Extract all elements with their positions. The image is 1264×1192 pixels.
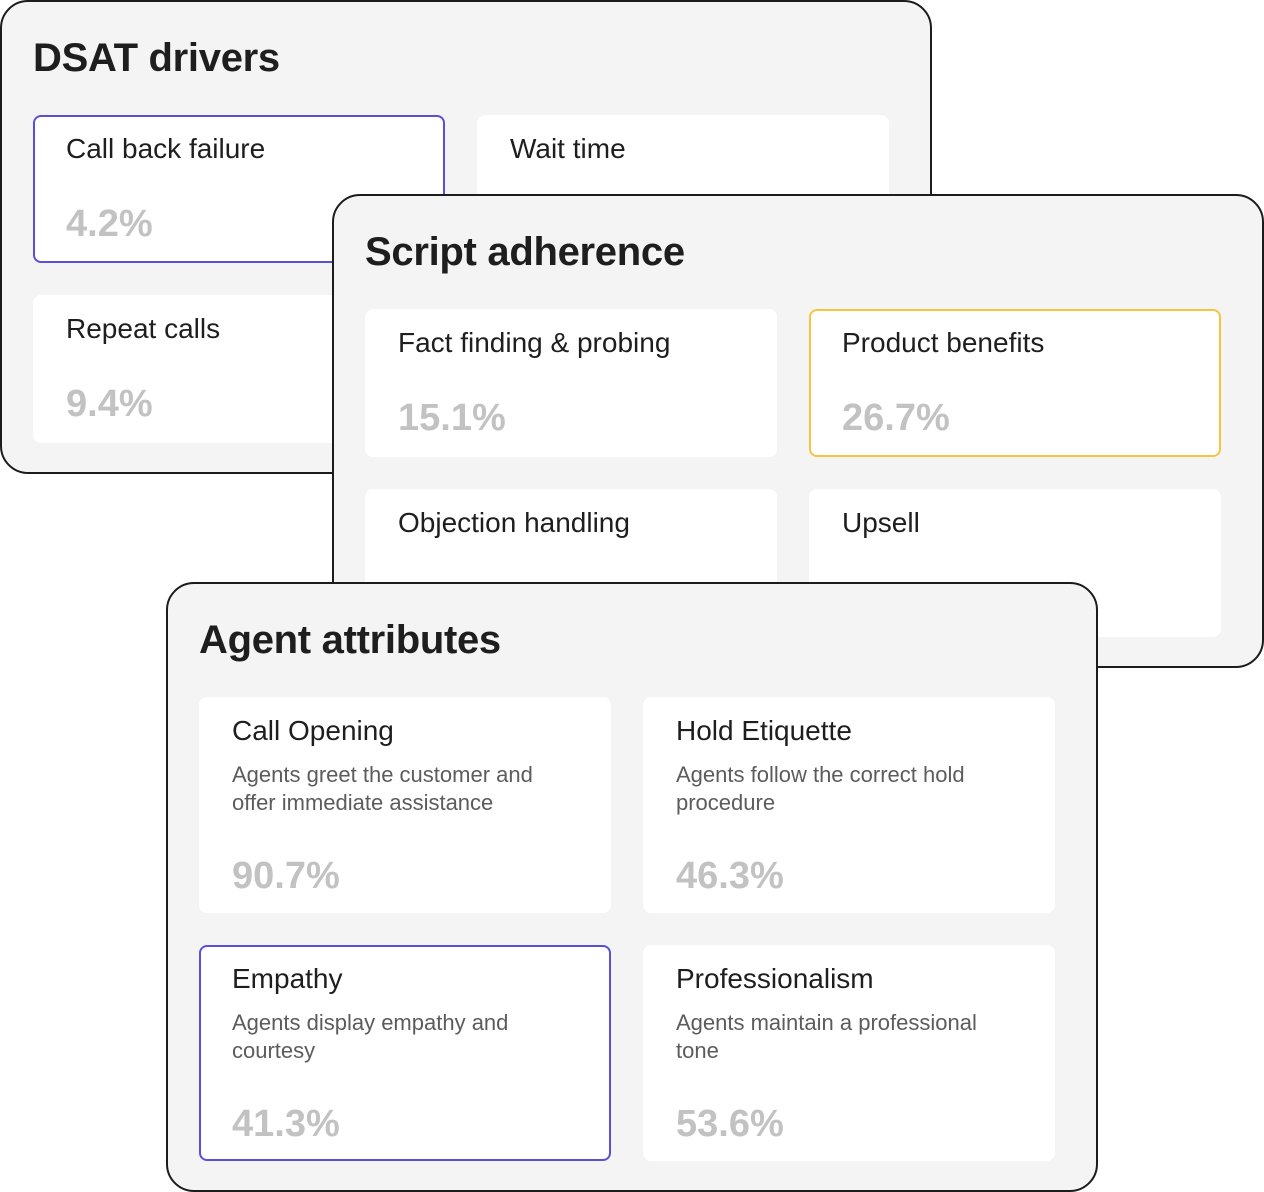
card-value: 90.7% — [232, 855, 340, 897]
metric-card-product-benefits[interactable]: Product benefits 26.7% — [809, 309, 1221, 457]
agent-attributes-panel: Agent attributes Call Opening Agents gre… — [166, 582, 1098, 1192]
panel-title: Agent attributes — [199, 618, 501, 662]
card-description: Agents greet the customer and offer imme… — [232, 762, 533, 815]
card-description: Agents follow the correct hold procedure — [676, 762, 965, 815]
card-value: 4.2% — [66, 203, 153, 245]
panel-title: Script adherence — [365, 230, 685, 274]
card-title: Hold Etiquette — [676, 715, 852, 746]
card-description: Agents maintain a professional tone — [676, 1010, 977, 1063]
card-value: 41.3% — [232, 1103, 340, 1145]
card-description: Agents display empathy and courtesy — [232, 1010, 509, 1063]
card-value: 53.6% — [676, 1103, 784, 1145]
card-value: 9.4% — [66, 383, 153, 425]
card-title: Fact finding & probing — [398, 327, 671, 358]
card-title: Professionalism — [676, 963, 874, 994]
card-title: Call Opening — [232, 715, 394, 746]
card-title: Empathy — [232, 963, 343, 994]
card-title: Call back failure — [66, 133, 266, 164]
card-value: 46.3% — [676, 855, 784, 897]
metric-card-fact-finding[interactable]: Fact finding & probing 15.1% — [365, 309, 777, 457]
card-title: Upsell — [842, 507, 920, 538]
card-value: 15.1% — [398, 397, 506, 439]
panel-title: DSAT drivers — [33, 36, 280, 80]
card-title: Wait time — [510, 133, 626, 164]
card-title: Product benefits — [842, 327, 1045, 358]
metric-card-empathy[interactable]: Empathy Agents display empathy and court… — [199, 945, 611, 1161]
card-value: 26.7% — [842, 397, 950, 439]
metric-card-call-opening[interactable]: Call Opening Agents greet the customer a… — [199, 697, 611, 913]
metric-card-professionalism[interactable]: Professionalism Agents maintain a profes… — [643, 945, 1055, 1161]
card-title: Repeat calls — [66, 313, 221, 344]
card-title: Objection handling — [398, 507, 630, 538]
metric-card-hold-etiquette[interactable]: Hold Etiquette Agents follow the correct… — [643, 697, 1055, 913]
